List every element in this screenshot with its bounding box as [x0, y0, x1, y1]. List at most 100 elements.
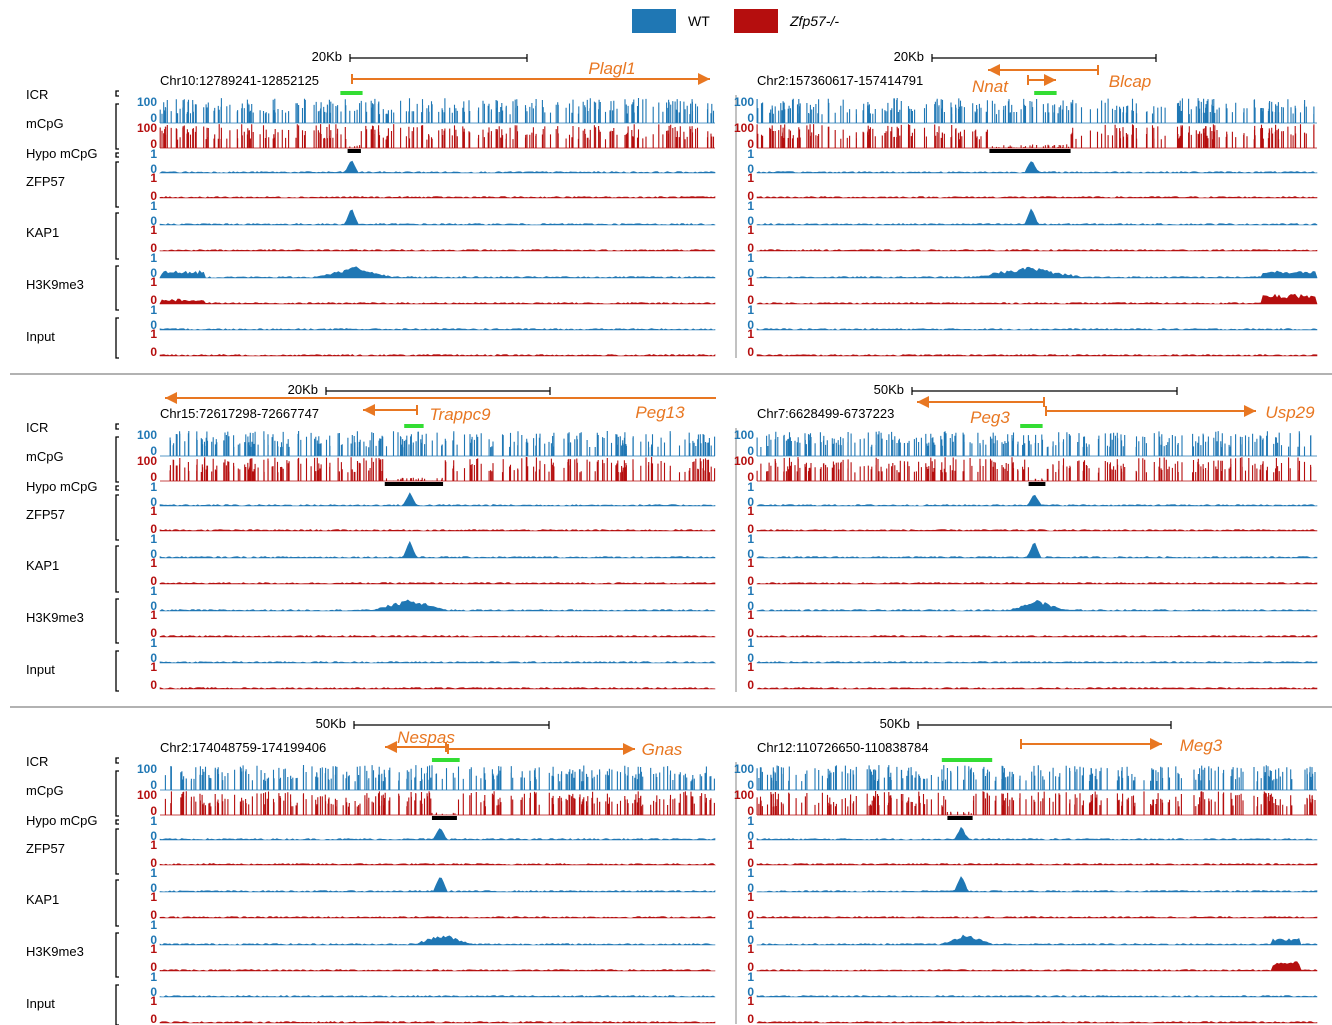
gene-label-usp29: Usp29	[1265, 403, 1315, 422]
hypo-mcpg-bar	[989, 149, 1071, 153]
icr-region-bar	[340, 91, 363, 95]
track-bracket	[115, 984, 119, 1025]
gene-arrow-head	[165, 392, 177, 404]
zfp57-ko-signal	[756, 196, 1318, 199]
axis-tick-label: 100	[137, 428, 157, 442]
axis-tick-label: 0	[747, 881, 754, 895]
track-bracket	[115, 494, 119, 541]
axis-tick-label: 0	[150, 599, 157, 613]
icr-region-bar	[431, 758, 460, 762]
axis-tick-label: 0	[747, 293, 754, 307]
axis-tick-label: 1	[747, 251, 754, 265]
locus-coordinates: Chr7:6628499-6737223	[757, 406, 894, 421]
axis-tick-label: 1	[747, 223, 754, 237]
kap1-wt-signal	[756, 208, 1318, 226]
axis-tick-label: 0	[150, 547, 157, 561]
axis-tick-label: 0	[747, 651, 754, 665]
axis-tick-label: 100	[734, 762, 754, 776]
axis-tick-label: 100	[137, 121, 157, 135]
axis-tick-label: 0	[150, 495, 157, 509]
zfp57-wt-signal	[159, 828, 716, 841]
axis-tick-label: 0	[150, 111, 157, 125]
zfp57-ko-signal	[159, 529, 716, 532]
track-bracket	[115, 819, 119, 825]
axis-tick-label: 1	[150, 970, 157, 984]
axis-tick-label: 0	[747, 522, 754, 536]
axis-tick-label: 1	[150, 814, 157, 828]
input-wt-signal	[756, 661, 1318, 664]
axis-tick-label: 0	[747, 266, 754, 280]
axis-tick-label: 1	[150, 303, 157, 317]
track-label-icr: ICR	[26, 87, 48, 102]
track-label-zfp57: ZFP57	[26, 174, 65, 189]
axis-tick-label: 1	[747, 147, 754, 161]
h3k9me3-wt-signal	[159, 935, 716, 946]
mcpg-wt-track	[164, 765, 715, 790]
gene-label-meg3: Meg3	[1180, 736, 1223, 755]
scale-label: 50Kb	[880, 716, 910, 731]
axis-tick-label: 100	[137, 788, 157, 802]
legend: WT Zfp57-/-	[632, 9, 839, 33]
track-label-hypo-mcpg: Hypo mCpG	[26, 479, 98, 494]
mcpg-ko-track	[169, 457, 716, 481]
mcpg-wt-track	[159, 98, 715, 123]
track-bracket	[115, 317, 119, 359]
axis-tick-label: 100	[734, 95, 754, 109]
axis-tick-label: 0	[747, 111, 754, 125]
track-bracket	[115, 757, 119, 764]
hypo-mcpg-bar	[347, 149, 361, 153]
kap1-ko-signal	[756, 582, 1318, 585]
track-label-zfp57: ZFP57	[26, 841, 65, 856]
kap1-ko-signal	[159, 582, 716, 585]
axis-tick-label: 1	[150, 171, 157, 185]
axis-tick-label: 1	[747, 303, 754, 317]
axis-tick-label: 0	[150, 856, 157, 870]
track-bracket	[115, 932, 119, 978]
track-label-input: Input	[26, 329, 55, 344]
mcpg-wt-track	[169, 431, 716, 456]
h3k9me3-wt-signal	[756, 266, 1318, 279]
axis-tick-label: 0	[747, 547, 754, 561]
locus-panel-peg13: 20Kb Chr15:72617298-72667747 Peg13 Trappc9 I…	[26, 382, 717, 692]
axis-tick-label: 1	[747, 275, 754, 289]
axis-tick-label: 0	[150, 778, 157, 792]
gene-arrow-head	[698, 73, 710, 85]
kap1-wt-signal	[159, 209, 716, 226]
axis-tick-label: 0	[747, 804, 754, 818]
track-label-input: Input	[26, 662, 55, 677]
scale-label: 20Kb	[894, 49, 924, 64]
kap1-ko-signal	[159, 249, 716, 252]
gene-arrow-head	[623, 743, 635, 755]
track-label-zfp57: ZFP57	[26, 507, 65, 522]
axis-tick-label: 0	[747, 856, 754, 870]
axis-tick-label: 0	[150, 1012, 157, 1025]
axis-tick-label: 0	[150, 241, 157, 255]
axis-tick-label: 1	[150, 890, 157, 904]
axis-tick-label: 0	[747, 241, 754, 255]
axis-tick-label: 1	[747, 994, 754, 1008]
gene-label-gnas: Gnas	[642, 740, 683, 759]
locus-coordinates: Chr2:157360617-157414791	[757, 73, 923, 88]
axis-tick-label: 1	[150, 223, 157, 237]
axis-tick-label: 100	[734, 788, 754, 802]
input-wt-signal	[159, 661, 717, 664]
axis-tick-label: 1	[150, 251, 157, 265]
axis-tick-label: 1	[747, 970, 754, 984]
h3k9me3-ko-signal	[756, 635, 1318, 638]
locus-coordinates: Chr10:12789241-12852125	[160, 73, 319, 88]
h3k9me3-wt-signal	[756, 599, 1318, 612]
mcpg-wt-track	[756, 765, 1316, 790]
input-wt-signal	[159, 995, 716, 998]
axis-tick-label: 0	[747, 626, 754, 640]
axis-tick-label: 0	[150, 574, 157, 588]
axis-tick-label: 0	[747, 933, 754, 947]
axis-tick-label: 1	[150, 327, 157, 341]
locus-coordinates: Chr15:72617298-72667747	[160, 406, 319, 421]
axis-tick-label: 1	[747, 199, 754, 213]
zfp57-ko-signal	[756, 863, 1318, 866]
axis-tick-label: 1	[747, 556, 754, 570]
mcpg-ko-track	[164, 791, 715, 815]
axis-tick-label: 0	[150, 933, 157, 947]
